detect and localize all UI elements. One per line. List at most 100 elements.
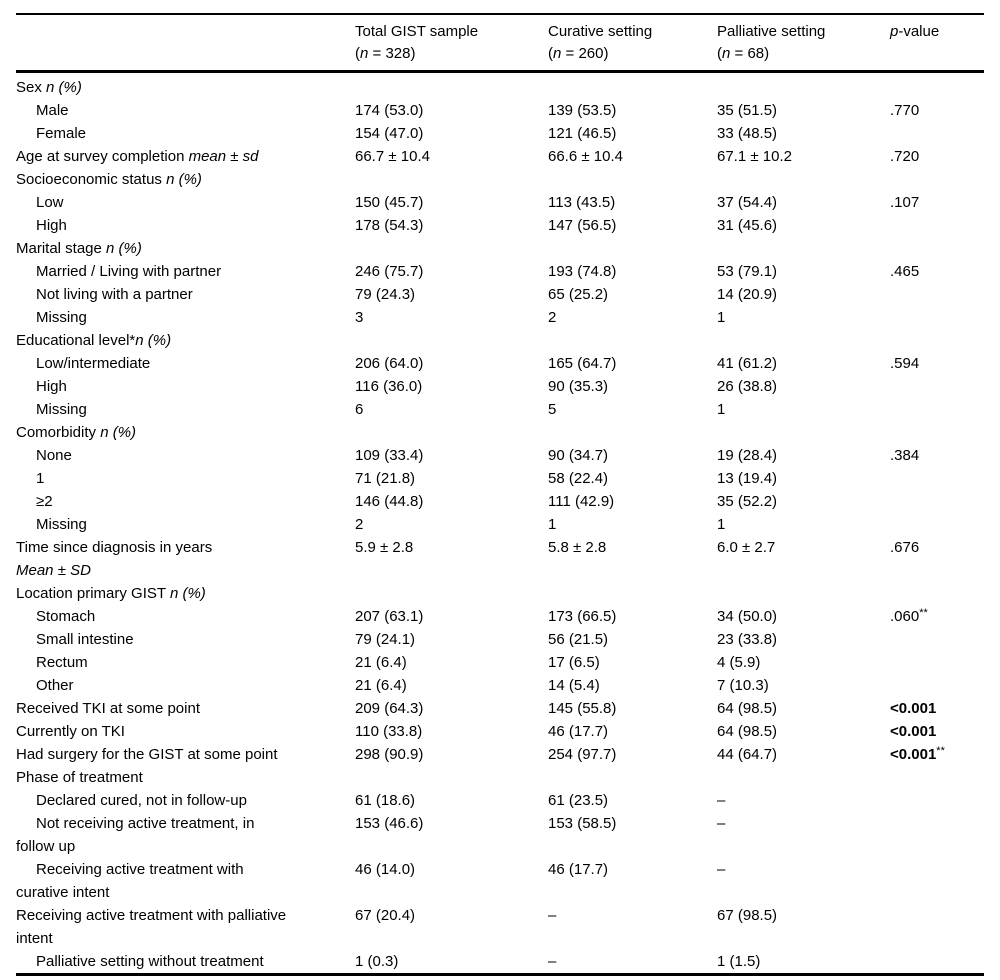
label-text-italic: n (%) <box>166 171 202 188</box>
cell-value: 206 (64.0) <box>355 355 424 372</box>
cell-value <box>355 72 548 100</box>
label-text: Not receiving active treatment, in <box>36 815 255 832</box>
cell-value: 146 (44.8) <box>355 493 424 510</box>
table-row: Socioeconomic status n (%) <box>16 168 984 191</box>
label-text-italic: n (%) <box>135 332 172 349</box>
row-label-line: Mean ± SD <box>16 559 355 582</box>
row-label: Socioeconomic status n (%) <box>16 168 355 191</box>
cell-value: 26 (38.8) <box>717 378 778 395</box>
cell-p-value <box>890 766 984 789</box>
cell-value: 2 <box>355 516 364 533</box>
label-text: ( <box>355 45 360 62</box>
table-row: Marital stage n (%) <box>16 237 984 260</box>
table-row: Had surgery for the GIST at some point 29… <box>16 743 984 766</box>
table-row: Male 174 (53.0) 139 (53.5) 35 (51.5) .770 <box>16 99 984 122</box>
row-label: Received TKI at some point <box>16 697 355 720</box>
cell-value: – <box>548 907 557 924</box>
cell-value <box>717 582 890 605</box>
header-row: Total GIST sample (n = 328) Curative setti… <box>16 14 984 73</box>
cell-value: 209 (64.3) <box>355 700 424 717</box>
row-label-line: Received TKI at some point <box>16 697 355 720</box>
table-row: Palliative setting without treatment 1 (0… <box>16 950 984 975</box>
cell-p-value: .594 <box>890 352 984 375</box>
label-text: Low/intermediate <box>36 355 151 372</box>
table-header: Total GIST sample (n = 328) Curative setti… <box>16 14 984 73</box>
row-label-line: Time since diagnosis in years <box>16 536 355 559</box>
cell-value <box>548 582 717 605</box>
cell-p-value <box>890 582 984 605</box>
row-label: Marital stage n (%) <box>16 237 355 260</box>
row-label-line: Receiving active treatment with palliati… <box>16 904 355 927</box>
table-row: Married / Living with partner 246 (75.7) 1… <box>16 260 984 283</box>
row-label: Palliative setting without treatment <box>16 950 355 975</box>
table-row: Received TKI at some point 209 (64.3) 145 … <box>16 697 984 720</box>
cell-value: 66.6 ± 10.4 <box>548 148 623 165</box>
cell-value: 14 (20.9) <box>717 286 778 303</box>
row-label: Male <box>16 99 355 122</box>
row-label: Married / Living with partner <box>16 260 355 283</box>
table-row: Age at survey completion mean ± sd 66.7 ±… <box>16 145 984 168</box>
cell-value: 14 (5.4) <box>548 677 600 694</box>
label-text: Socioeconomic status <box>16 171 167 188</box>
label-text: 1 <box>36 470 45 487</box>
row-label: Missing <box>16 398 355 421</box>
cell-value: 35 (52.2) <box>717 493 778 510</box>
label-text: Declared cured, not in follow-up <box>36 792 247 809</box>
table-row: Missing 3 2 1 <box>16 306 984 329</box>
label-text-italic: mean ± sd <box>188 148 259 165</box>
cell-value: 19 (28.4) <box>717 447 778 464</box>
cell-value <box>548 72 717 100</box>
row-label-line: Low/intermediate <box>16 352 355 375</box>
cell-value: 110 (33.8) <box>355 723 423 740</box>
row-label-line: Palliative setting without treatment <box>16 950 355 973</box>
cell-value: 3 <box>355 309 364 326</box>
table-row: Low/intermediate 206 (64.0) 165 (64.7) 41 (… <box>16 352 984 375</box>
cell-value: 5.9 ± 2.8 <box>355 539 414 556</box>
row-label: Declared cured, not in follow-up <box>16 789 355 812</box>
row-label-line: Not receiving active treatment, in <box>16 812 355 835</box>
cell-value: 33 (48.5) <box>717 125 778 142</box>
label-text: Phase of treatment <box>16 769 143 786</box>
p-value-text: <0.001 <box>890 723 937 740</box>
label-text: Low <box>36 194 64 211</box>
row-label-line: Socioeconomic status n (%) <box>16 168 355 191</box>
cell-value: 174 (53.0) <box>355 102 424 119</box>
cell-p-value <box>890 214 984 237</box>
label-text: Receiving active treatment with palliati… <box>16 907 287 924</box>
label-text: ≥2 <box>36 493 53 510</box>
cell-value: 79 (24.1) <box>355 631 416 648</box>
table-row: Declared cured, not in follow-up 61 (18.6… <box>16 789 984 812</box>
cell-p-value: .384 <box>890 444 984 467</box>
label-text: Location primary GIST <box>16 585 170 602</box>
p-value-text: .720 <box>890 148 920 165</box>
label-text: Marital stage <box>16 240 107 257</box>
cell-value: 111 (42.9) <box>548 493 615 510</box>
label-text-italic: n (%) <box>169 585 206 602</box>
p-value-text: .676 <box>890 539 920 556</box>
row-label-line: Small intestine <box>16 628 355 651</box>
cell-value: 35 (51.5) <box>717 102 778 119</box>
cell-value: 1 <box>548 516 557 533</box>
table-body: Sex n (%) Male 174 (53.0) 139 (53.5) 35 (51.… <box>16 72 984 975</box>
label-text-italic: n (%) <box>106 240 142 257</box>
row-label: 1 <box>16 467 355 490</box>
row-label: Receiving active treatment with curative … <box>16 858 355 904</box>
row-label-line: High <box>16 375 355 398</box>
cell-value: – <box>717 815 726 832</box>
cell-value <box>355 329 548 352</box>
cell-value: 56 (21.5) <box>548 631 609 648</box>
cell-p-value <box>890 237 984 260</box>
cell-value: 21 (6.4) <box>355 677 407 694</box>
cell-value <box>717 421 890 444</box>
label-text-italic: n (%) <box>100 424 137 441</box>
table-row: Low 150 (45.7) 113 (43.5) 37 (54.4) .107 <box>16 191 984 214</box>
row-label-line: Educational level*n (%) <box>16 329 355 352</box>
table-row: Missing 6 5 1 <box>16 398 984 421</box>
cell-value: 116 (36.0) <box>355 378 423 395</box>
table-row: High 178 (54.3) 147 (56.5) 31 (45.6) <box>16 214 984 237</box>
label-text: = 260) <box>561 45 609 62</box>
column-header-line: Curative setting <box>548 21 717 43</box>
row-label: Low <box>16 191 355 214</box>
label-text: Missing <box>36 309 87 326</box>
cell-value: 46 (17.7) <box>548 861 609 878</box>
